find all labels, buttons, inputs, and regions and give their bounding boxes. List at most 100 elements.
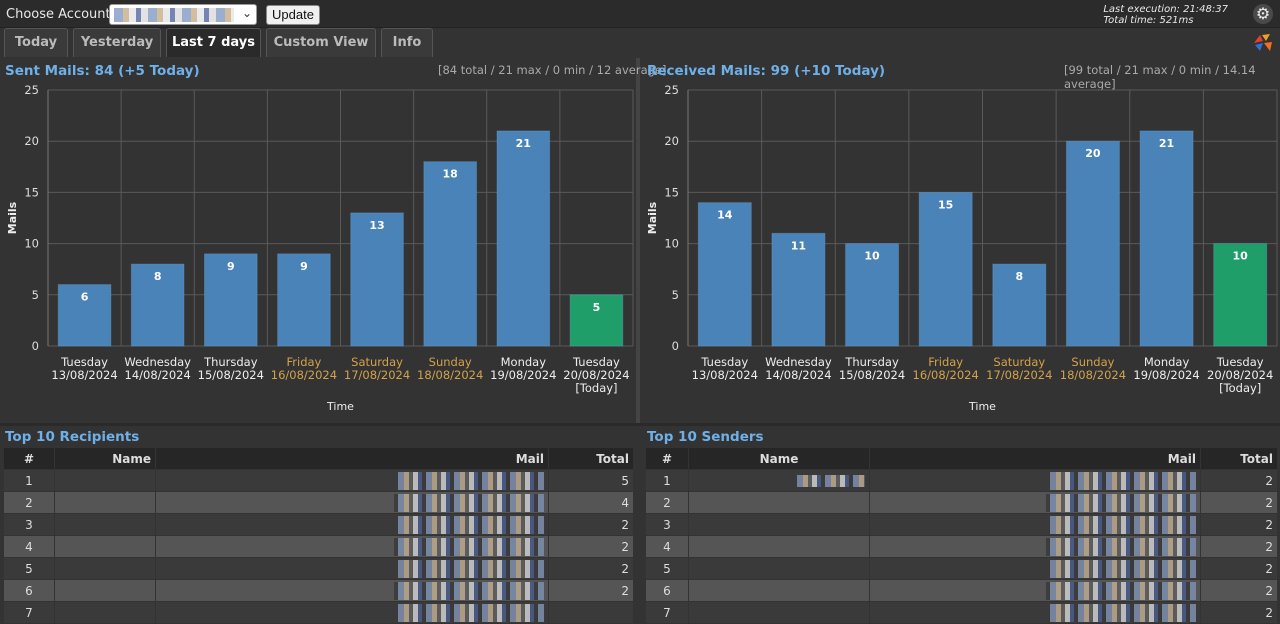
- row-mail: [870, 558, 1200, 579]
- row-mail: [156, 492, 548, 513]
- row-name: [55, 514, 155, 535]
- account-select[interactable]: ⌄: [109, 4, 257, 25]
- last-execution: Last execution: 21:48:37: [1103, 4, 1228, 15]
- row-name: [55, 470, 155, 491]
- redacted-mail: [1046, 581, 1196, 600]
- bar[interactable]: [697, 202, 752, 347]
- bar[interactable]: [423, 161, 478, 347]
- col-mail[interactable]: Mail: [156, 448, 548, 469]
- sent-stats: [84 total / 21 max / 0 min / 12 average]: [438, 63, 667, 77]
- bar[interactable]: [771, 232, 826, 347]
- row-total: 2: [549, 514, 633, 535]
- bar[interactable]: [845, 243, 900, 347]
- x-tick-extra: [Today]: [575, 381, 617, 395]
- bar-value-label: 6: [81, 291, 89, 304]
- bar-value-label: 18: [443, 168, 458, 181]
- x-tick-date: 13/08/2024: [51, 368, 117, 382]
- x-tick-date: 17/08/2024: [344, 368, 410, 382]
- bar[interactable]: [57, 284, 112, 347]
- row-name: [55, 558, 155, 579]
- row-name: [55, 492, 155, 513]
- bar[interactable]: [1139, 130, 1194, 347]
- gear-icon[interactable]: ⚙: [1253, 4, 1273, 24]
- bar[interactable]: [569, 294, 624, 347]
- bar[interactable]: [496, 130, 551, 347]
- update-button[interactable]: Update: [266, 5, 320, 25]
- table-header: # Name Mail Total: [4, 448, 633, 469]
- bar[interactable]: [992, 263, 1047, 347]
- row-mail: [870, 536, 1200, 557]
- x-tick-day: Monday: [501, 355, 547, 369]
- col-name[interactable]: Name: [55, 448, 155, 469]
- row-name: [689, 492, 869, 513]
- col-num[interactable]: #: [4, 448, 54, 469]
- tab-today[interactable]: Today: [4, 28, 68, 57]
- tab-yesterday[interactable]: Yesterday: [73, 28, 161, 57]
- row-mail: [156, 536, 548, 557]
- y-tick-label: 25: [664, 83, 679, 97]
- row-mail: [870, 470, 1200, 491]
- x-tick-date: 17/08/2024: [986, 368, 1052, 382]
- recipients-title: Top 10 Recipients: [5, 429, 140, 445]
- bar[interactable]: [1213, 243, 1268, 347]
- bar[interactable]: [277, 253, 331, 347]
- y-tick-label: 10: [24, 237, 39, 251]
- x-tick-date: 14/08/2024: [125, 368, 191, 382]
- tab-custom-view[interactable]: Custom View: [266, 28, 376, 57]
- bar-value-label: 11: [791, 239, 806, 252]
- col-total[interactable]: Total: [1201, 448, 1277, 469]
- tab-info[interactable]: Info: [381, 28, 433, 57]
- bar[interactable]: [1065, 140, 1120, 347]
- col-name[interactable]: Name: [689, 448, 869, 469]
- senders-title: Top 10 Senders: [647, 429, 764, 445]
- redacted-mail: [394, 559, 544, 578]
- x-tick-date: 16/08/2024: [913, 368, 979, 382]
- y-tick-label: 5: [32, 288, 39, 302]
- bar[interactable]: [350, 212, 404, 347]
- row-name: [55, 580, 155, 601]
- col-num[interactable]: #: [646, 448, 688, 469]
- x-tick-day: Tuesday: [1216, 355, 1264, 369]
- row-total: 2: [1201, 558, 1277, 579]
- row-total: 2: [549, 536, 633, 557]
- row-total: 5: [549, 470, 633, 491]
- bar-value-label: 10: [1233, 250, 1249, 263]
- bar[interactable]: [203, 253, 258, 347]
- tab-bar: Today Yesterday Last 7 days Custom View …: [0, 28, 1280, 58]
- bar-value-label: 9: [300, 260, 308, 273]
- redacted-mail: [394, 471, 544, 490]
- x-tick-day: Tuesday: [700, 355, 748, 369]
- bar[interactable]: [130, 263, 185, 347]
- col-total[interactable]: Total: [549, 448, 633, 469]
- row-total: 2: [549, 558, 633, 579]
- table-header: # Name Mail Total: [646, 448, 1277, 469]
- row-name: [689, 470, 869, 491]
- row-number: 1: [4, 470, 54, 491]
- x-tick-day: Tuesday: [60, 355, 108, 369]
- x-tick-extra: [Today]: [1219, 381, 1261, 395]
- tab-last-7-days[interactable]: Last 7 days: [166, 28, 261, 57]
- x-tick-date: 15/08/2024: [839, 368, 905, 382]
- bar[interactable]: [918, 191, 973, 347]
- x-tick-day: Saturday: [993, 355, 1045, 369]
- redacted-mail: [1046, 493, 1196, 512]
- row-number: 2: [4, 492, 54, 513]
- bar-value-label: 20: [1085, 147, 1101, 160]
- x-axis-title: Time: [326, 400, 354, 413]
- x-tick-date: 19/08/2024: [1133, 368, 1199, 382]
- y-axis-title: Mails: [6, 201, 19, 234]
- col-mail[interactable]: Mail: [870, 448, 1200, 469]
